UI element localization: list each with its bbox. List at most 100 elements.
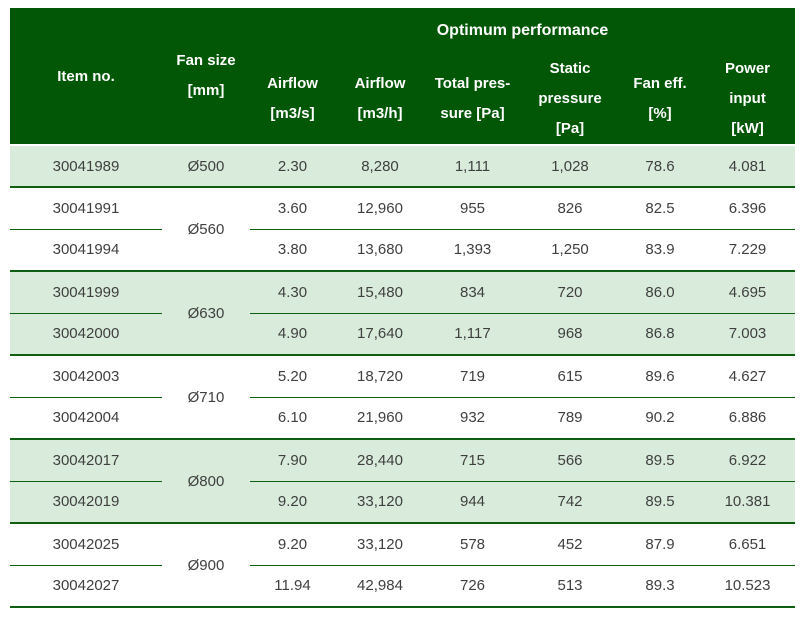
fan-size-cell: Ø560 (162, 187, 250, 272)
fan-eff-cell: 83.9 (620, 229, 700, 272)
table-row: 30042025 Ø900 9.20 33,120 578 452 87.9 6… (10, 523, 796, 608)
item-no-cell: 30042025 (10, 523, 162, 566)
airflow-m3s-cell: 3.60 (250, 187, 335, 230)
fan-size-cell: Ø800 (162, 439, 250, 524)
airflow-m3s-cell: 6.10 (250, 397, 335, 440)
table-body: 30041989 Ø500 2.30 8,280 1,111 1,028 78.… (10, 145, 796, 608)
fan-size-header-line2: [mm] (187, 82, 225, 99)
total-pressure-cell: 834 (425, 271, 520, 314)
airflow-m3s-line1: Airflow (267, 75, 318, 92)
total-pressure-cell: 726 (425, 565, 520, 608)
airflow-m3s-cell: 5.20 (250, 355, 335, 398)
total-pressure-cell: 715 (425, 439, 520, 482)
power-input-line3: [kW] (731, 120, 764, 137)
fan-eff-cell: 89.5 (620, 481, 700, 524)
power-input-cell: 6.922 (700, 439, 796, 482)
airflow-m3s-cell: 2.30 (250, 145, 335, 188)
static-pressure-cell: 789 (520, 397, 620, 440)
item-no-cell: 30042027 (10, 565, 162, 608)
col-header-fan-eff: Fan eff. [%] (620, 54, 700, 146)
airflow-m3h-cell: 18,720 (335, 355, 425, 398)
airflow-m3s-cell: 4.30 (250, 271, 335, 314)
table-row: 30042027 11.94 42,984 726 513 89.3 10.52… (10, 565, 796, 608)
static-pressure-cell: 1,250 (520, 229, 620, 272)
fan-eff-cell: 89.3 (620, 565, 700, 608)
fan-performance-table: Item no. Fan size [mm] Optimum performan… (10, 8, 796, 608)
fan-size-cell: Ø630 (162, 271, 250, 356)
optimum-performance-header: Optimum performance (250, 8, 796, 54)
power-input-cell: 6.651 (700, 523, 796, 566)
airflow-m3h-cell: 33,120 (335, 523, 425, 566)
fan-eff-cell: 89.5 (620, 439, 700, 482)
static-pressure-cell: 720 (520, 271, 620, 314)
col-header-item-no: Item no. (10, 8, 162, 146)
power-input-cell: 7.003 (700, 313, 796, 356)
power-input-cell: 4.695 (700, 271, 796, 314)
total-pressure-cell: 1,111 (425, 145, 520, 188)
fan-eff-line2: [%] (648, 105, 672, 122)
table-row: 30041999 Ø630 4.30 15,480 834 720 86.0 4… (10, 271, 796, 356)
total-pressure-cell: 955 (425, 187, 520, 230)
airflow-m3s-cell: 4.90 (250, 313, 335, 356)
airflow-m3s-cell: 11.94 (250, 565, 335, 608)
fan-size-cell: Ø500 (162, 145, 250, 188)
total-pressure-cell: 1,117 (425, 313, 520, 356)
airflow-m3h-cell: 13,680 (335, 229, 425, 272)
airflow-m3h-cell: 21,960 (335, 397, 425, 440)
fan-size-header-line1: Fan size (176, 52, 236, 69)
static-pressure-cell: 742 (520, 481, 620, 524)
table-row: 30041991 Ø560 3.60 12,960 955 826 82.5 6… (10, 187, 796, 272)
fan-eff-cell: 86.0 (620, 271, 700, 314)
airflow-m3h-cell: 33,120 (335, 481, 425, 524)
fan-eff-cell: 86.8 (620, 313, 700, 356)
table-row: 30042000 4.90 17,640 1,117 968 86.8 7.00… (10, 313, 796, 356)
item-no-cell: 30042004 (10, 397, 162, 440)
airflow-m3h-cell: 15,480 (335, 271, 425, 314)
static-pressure-cell: 826 (520, 187, 620, 230)
fan-eff-cell: 89.6 (620, 355, 700, 398)
col-header-power-input: Power input [kW] (700, 54, 796, 146)
static-pressure-cell: 513 (520, 565, 620, 608)
airflow-m3h-cell: 28,440 (335, 439, 425, 482)
power-input-cell: 10.523 (700, 565, 796, 608)
power-input-cell: 7.229 (700, 229, 796, 272)
table-row: 30042019 9.20 33,120 944 742 89.5 10.381 (10, 481, 796, 524)
static-pressure-cell: 452 (520, 523, 620, 566)
col-header-airflow-m3h: Airflow [m3/h] (335, 54, 425, 146)
total-pressure-line1: Total pres- (434, 75, 511, 92)
item-no-cell: 30041989 (10, 145, 162, 188)
item-no-cell: 30042017 (10, 439, 162, 482)
total-pressure-cell: 1,393 (425, 229, 520, 272)
power-input-line1: Power (725, 60, 771, 77)
airflow-m3s-line2: [m3/s] (270, 105, 315, 122)
total-pressure-cell: 578 (425, 523, 520, 566)
airflow-m3h-cell: 42,984 (335, 565, 425, 608)
power-input-cell: 4.627 (700, 355, 796, 398)
static-pressure-line3: [Pa] (555, 120, 585, 137)
airflow-m3s-cell: 9.20 (250, 481, 335, 524)
power-input-cell: 6.886 (700, 397, 796, 440)
total-pressure-cell: 944 (425, 481, 520, 524)
airflow-m3s-cell: 9.20 (250, 523, 335, 566)
table-row: 30042017 Ø800 7.90 28,440 715 566 89.5 6… (10, 439, 796, 524)
fan-size-cell: Ø900 (162, 523, 250, 608)
col-header-airflow-m3s: Airflow [m3/s] (250, 54, 335, 146)
static-pressure-cell: 968 (520, 313, 620, 356)
airflow-m3s-cell: 3.80 (250, 229, 335, 272)
power-input-cell: 4.081 (700, 145, 796, 188)
col-header-static-pressure: Static pressure [Pa] (520, 54, 620, 146)
fan-size-cell: Ø710 (162, 355, 250, 440)
airflow-m3h-cell: 17,640 (335, 313, 425, 356)
table-row: 30042004 6.10 21,960 932 789 90.2 6.886 (10, 397, 796, 440)
airflow-m3s-cell: 7.90 (250, 439, 335, 482)
static-pressure-line1: Static (549, 60, 591, 77)
item-no-cell: 30041994 (10, 229, 162, 272)
power-input-cell: 10.381 (700, 481, 796, 524)
static-pressure-cell: 615 (520, 355, 620, 398)
static-pressure-cell: 1,028 (520, 145, 620, 188)
airflow-m3h-line1: Airflow (354, 75, 406, 92)
table-header: Item no. Fan size [mm] Optimum performan… (10, 8, 796, 146)
power-input-line2: input (729, 90, 766, 107)
item-no-cell: 30042000 (10, 313, 162, 356)
